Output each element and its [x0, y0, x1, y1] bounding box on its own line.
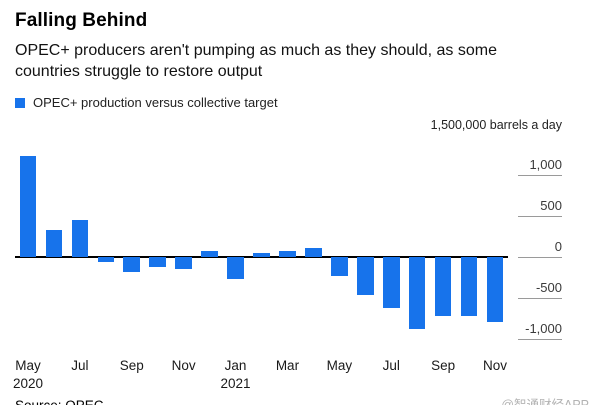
- x-tick-nov: Nov: [483, 358, 508, 374]
- y-tick-label: 0: [554, 238, 562, 254]
- y-tick-1000: 1,000: [518, 157, 562, 177]
- bar-jul-2020: [71, 220, 89, 257]
- bar-may-2021: [331, 256, 348, 276]
- bar-aug-2020: [97, 256, 115, 262]
- y-tick-label: -500: [535, 279, 562, 295]
- y-tick-label: 500: [540, 197, 562, 213]
- y-tick--500: -500: [518, 280, 562, 299]
- y-tick--1000: -1,000: [518, 321, 562, 340]
- y-tick-0: 0: [518, 239, 562, 258]
- chart-region: 1,000 500 0 -500 -1,000 May 2020 Jul Sep Nov Jan 2…: [13, 138, 562, 391]
- plot-area: [15, 138, 508, 350]
- bar-nov-2021: [486, 256, 504, 322]
- x-tick-mar: Mar: [275, 358, 300, 374]
- x-tick-jul: Jul: [382, 358, 400, 374]
- bar-mar-2021: [279, 251, 296, 257]
- x-tick-jan-2021: Jan 2021: [220, 358, 251, 392]
- x-axis-spacer: [508, 350, 562, 388]
- watermark: @智通财经APP: [501, 394, 589, 405]
- y-axis: 1,000 500 0 -500 -1,000: [508, 138, 562, 350]
- x-tick-may: May: [326, 358, 353, 374]
- y-tick-500: 500: [518, 198, 562, 217]
- bar-nov-2020: [175, 256, 192, 270]
- x-tick-jul: Jul: [71, 358, 89, 374]
- y-tick-label: 1,000: [529, 157, 562, 173]
- x-tick-sep: Sep: [119, 358, 144, 374]
- y-axis-unit-label: 1,500,000 barrels a day: [430, 118, 562, 133]
- chart-subtitle: OPEC+ producers aren't pumping as much a…: [15, 42, 497, 81]
- bar-jan-2021: [227, 256, 244, 279]
- zero-axis-line: [15, 255, 508, 258]
- bar-apr-2021: [305, 247, 322, 257]
- bar-sep-2021: [434, 256, 452, 316]
- bar-dec-2020: [201, 251, 218, 257]
- bar-sep-2020: [123, 256, 141, 272]
- source-label: Source: OPEC: [15, 398, 104, 405]
- legend-swatch-icon: [15, 97, 25, 108]
- bar-feb-2021: [253, 252, 270, 257]
- bar-jul-2021: [382, 256, 400, 308]
- bar-aug-2021: [408, 256, 426, 329]
- x-tick-may-2020: May 2020: [12, 358, 43, 392]
- footer: Source: OPEC @智通财经APP: [15, 394, 589, 405]
- bar-jun-2020: [45, 229, 63, 257]
- legend: OPEC+ production versus collective targe…: [15, 95, 562, 110]
- bar-oct-2020: [149, 256, 166, 267]
- x-axis: May 2020 Jul Sep Nov Jan 2021 Mar May Jul Sep Nov: [13, 350, 508, 391]
- legend-label: OPEC+ production versus collective targe…: [33, 95, 278, 111]
- bar-oct-2021: [460, 256, 478, 316]
- bar-jun-2021: [356, 256, 374, 295]
- y-tick-label: -1,000: [525, 320, 562, 336]
- x-tick-nov: Nov: [171, 358, 196, 374]
- bar-may-2020: [19, 156, 37, 257]
- chart-title: Falling Behind: [15, 10, 148, 31]
- x-tick-sep: Sep: [431, 358, 456, 374]
